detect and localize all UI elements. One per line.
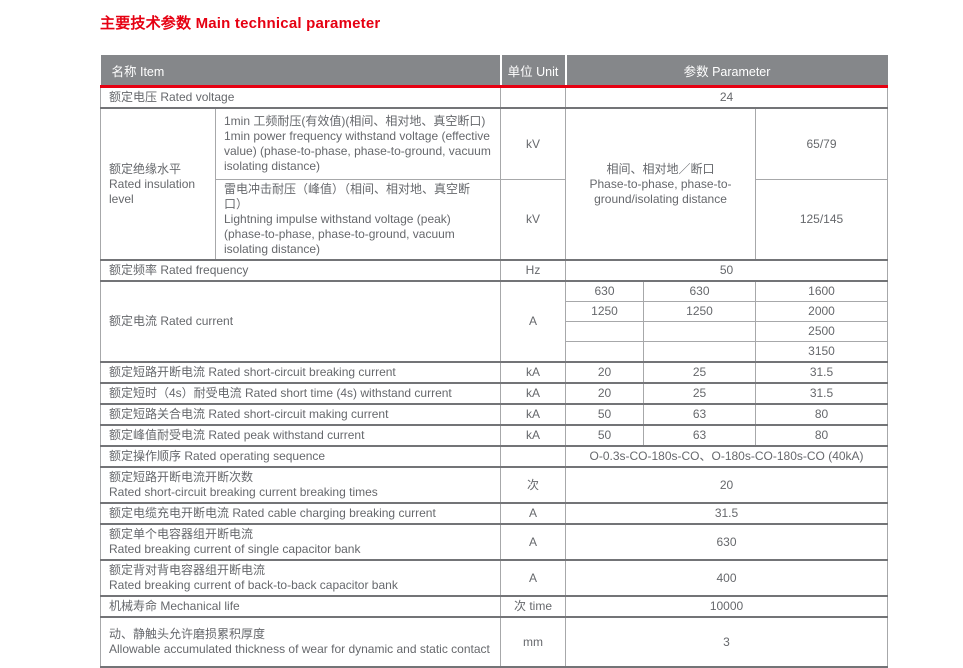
current-value [565, 321, 645, 342]
making-current-value: 80 [755, 403, 889, 426]
header-item: 名称 Item [100, 55, 501, 88]
row-peak-withstand: 额定峰值耐受电流 Rated peak withstand current kA… [99, 424, 889, 447]
row-making-current: 额定短路关合电流 Rated short-circuit making curr… [99, 403, 889, 426]
breaking-current-value: 20 [565, 361, 645, 384]
peak-withstand-label: 额定峰值耐受电流 Rated peak withstand current [99, 424, 502, 447]
mechanical-life-label: 机械寿命 Mechanical life [99, 595, 502, 618]
insulation-li-value: 125/145 [755, 179, 889, 261]
row-mechanical-life: 机械寿命 Mechanical life 次 time 10000 [99, 595, 889, 618]
insulation-pf-value: 65/79 [755, 107, 889, 180]
operating-sequence-unit [500, 445, 567, 468]
mechanical-life-value: 10000 [565, 595, 889, 618]
current-value [643, 321, 757, 342]
current-value: 630 [643, 280, 757, 302]
rated-voltage-unit [500, 86, 567, 109]
back-to-back-unit: A [500, 559, 567, 597]
contact-wear-unit: mm [500, 616, 567, 668]
row-rated-current: 额定电流 Rated current A 630 630 1600 [99, 280, 889, 363]
short-time-label: 额定短时（4s）耐受电流 Rated short time (4s) withs… [99, 382, 502, 405]
current-value: 2500 [755, 321, 889, 342]
header-parameter: 参数 Parameter [564, 55, 888, 88]
back-to-back-value: 400 [565, 559, 889, 597]
row-breaking-current: 额定短路开断电流 Rated short-circuit breaking cu… [99, 361, 889, 384]
single-capacitor-value: 630 [565, 523, 889, 561]
operating-sequence-value: O-0.3s-CO-180s-CO、O-180s-CO-180s-CO (40k… [565, 445, 889, 468]
short-time-value: 31.5 [755, 382, 889, 405]
row-insulation-lightning-impulse: 雷电冲击耐压（峰值）（相间、相对地、真空断口） Lightning impuls… [101, 179, 889, 261]
back-to-back-label: 额定背对背电容器组开断电流 Rated breaking current of … [99, 559, 502, 597]
insulation-group-label: 额定绝缘水平 Rated insulation level [100, 107, 216, 261]
current-unit: A [500, 280, 567, 363]
operating-sequence-label: 额定操作顺序 Rated operating sequence [99, 445, 502, 468]
short-time-value: 20 [565, 382, 645, 405]
contact-wear-label: 动、静触头允许磨损累积厚度 Allowable accumulated thic… [99, 616, 502, 668]
rated-voltage-value: 24 [565, 86, 889, 109]
making-current-value: 63 [643, 403, 757, 426]
insulation-li-label: 雷电冲击耐压（峰值）（相间、相对地、真空断口） Lightning impuls… [214, 179, 502, 261]
row-rated-frequency: 额定频率 Rated frequency Hz 50 [99, 259, 889, 282]
row-back-to-back-capacitor: 额定背对背电容器组开断电流 Rated breaking current of … [99, 559, 889, 597]
current-value: 1250 [565, 301, 645, 322]
current-value: 1250 [643, 301, 757, 322]
breaking-current-value: 31.5 [755, 361, 889, 384]
row-rated-current-4: 3150 [101, 341, 889, 363]
row-breaking-times: 额定短路开断电流开断次数 Rated short-circuit breakin… [99, 466, 889, 504]
datasheet-page: 主要技术参数 Main technical parameter 名称 Item … [99, 15, 889, 668]
current-value [643, 341, 757, 363]
contact-wear-value: 3 [565, 616, 889, 668]
peak-withstand-value: 50 [565, 424, 645, 447]
current-label: 额定电流 Rated current [99, 280, 502, 363]
row-contact-wear: 动、静触头允许磨损累积厚度 Allowable accumulated thic… [99, 616, 889, 668]
insulation-shared-param: 相间、相对地／断口 Phase-to-phase, phase-to-groun… [565, 107, 757, 261]
page-title: 主要技术参数 Main technical parameter [100, 15, 381, 32]
peak-withstand-unit: kA [500, 424, 567, 447]
single-capacitor-unit: A [500, 523, 567, 561]
header-unit: 单位 Unit [499, 55, 566, 88]
breaking-times-value: 20 [565, 466, 889, 504]
cable-charging-unit: A [500, 502, 567, 525]
row-operating-sequence: 额定操作顺序 Rated operating sequence O-0.3s-C… [99, 445, 889, 468]
insulation-pf-label: 1min 工频耐压(有效值)(相间、相对地、真空断口) 1min power f… [214, 107, 502, 180]
row-insulation-power-frequency: 额定绝缘水平 Rated insulation level 1min 工频耐压(… [100, 107, 889, 261]
breaking-times-label: 额定短路开断电流开断次数 Rated short-circuit breakin… [99, 466, 502, 504]
breaking-current-unit: kA [500, 361, 567, 384]
current-value: 2000 [755, 301, 889, 322]
table-header-row: 名称 Item 单位 Unit 参数 Parameter [100, 55, 888, 88]
short-time-unit: kA [500, 382, 567, 405]
making-current-value: 50 [565, 403, 645, 426]
insulation-pf-unit: kV [500, 107, 567, 180]
cable-charging-label: 额定电缆充电开断电流 Rated cable charging breaking… [99, 502, 502, 525]
peak-withstand-value: 63 [643, 424, 757, 447]
breaking-current-label: 额定短路开断电流 Rated short-circuit breaking cu… [99, 361, 502, 384]
frequency-label: 额定频率 Rated frequency [99, 259, 502, 282]
row-short-time-withstand: 额定短时（4s）耐受电流 Rated short time (4s) withs… [99, 382, 889, 405]
short-time-value: 25 [643, 382, 757, 405]
breaking-times-unit: 次 [500, 466, 567, 504]
breaking-current-value: 25 [643, 361, 757, 384]
single-capacitor-label: 额定单个电容器组开断电流 Rated breaking current of s… [99, 523, 502, 561]
row-single-capacitor: 额定单个电容器组开断电流 Rated breaking current of s… [99, 523, 889, 561]
rated-voltage-label: 额定电压 Rated voltage [99, 86, 502, 109]
peak-withstand-value: 80 [755, 424, 889, 447]
current-value [565, 341, 645, 363]
row-rated-voltage: 额定电压 Rated voltage 24 [99, 86, 889, 109]
main-technical-parameter-table: 名称 Item 单位 Unit 参数 Parameter 额定电压 Rated … [99, 55, 889, 668]
current-value: 3150 [755, 341, 889, 363]
frequency-value: 50 [565, 259, 889, 282]
making-current-unit: kA [500, 403, 567, 426]
row-rated-current-3: 2500 [101, 321, 889, 342]
row-cable-charging: 额定电缆充电开断电流 Rated cable charging breaking… [99, 502, 889, 525]
current-value: 630 [565, 280, 645, 302]
mechanical-life-unit: 次 time [500, 595, 567, 618]
insulation-li-unit: kV [500, 179, 567, 261]
current-value: 1600 [755, 280, 889, 302]
making-current-label: 额定短路关合电流 Rated short-circuit making curr… [99, 403, 502, 426]
cable-charging-value: 31.5 [565, 502, 889, 525]
frequency-unit: Hz [500, 259, 567, 282]
